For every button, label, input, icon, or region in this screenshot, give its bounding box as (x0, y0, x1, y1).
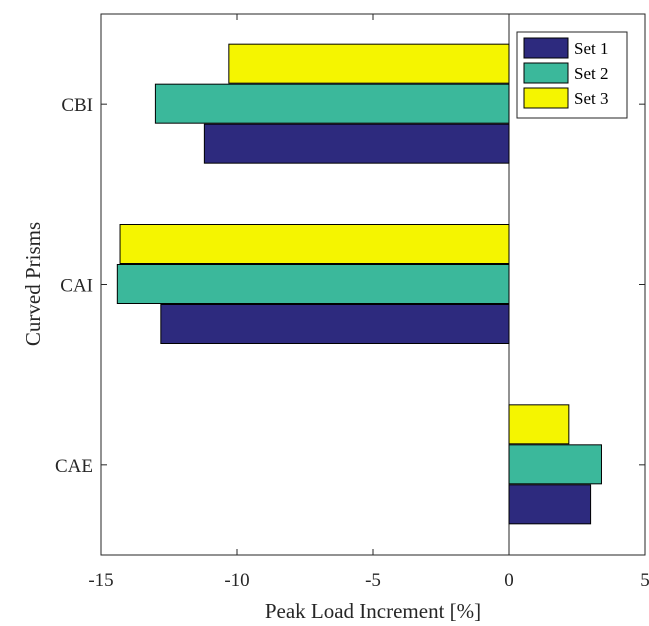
bar-cai-set-3 (119, 224, 510, 264)
y-tick-label-cbi: CBI (61, 95, 93, 116)
bars-layer (116, 43, 602, 525)
bar-cae-set-2 (508, 444, 602, 485)
legend: Set 1 Set 2 Set 3 (516, 31, 628, 119)
legend-label: Set 1 (574, 39, 608, 58)
y-tick-label-cae: CAE (55, 456, 93, 477)
bar-cbi-set-1 (203, 123, 510, 164)
bar-cbi-set-3 (228, 43, 510, 84)
x-tick-label: 0 (504, 570, 514, 591)
bar-cbi-set-2 (154, 83, 510, 124)
x-tick-label: -5 (365, 570, 381, 591)
y-tick-label-cai: CAI (60, 276, 93, 297)
bar-cae-set-3 (508, 404, 570, 445)
y-axis-title: Curved Prisms (21, 222, 45, 346)
x-axis-title: Peak Load Increment [%] (265, 599, 481, 623)
ticks-layer: -15 -10 -5 0 5 CAE CAI CBI (55, 14, 649, 591)
legend-label: Set 3 (574, 89, 608, 108)
bar-cae-set-1 (508, 484, 592, 525)
x-tick-label: -15 (88, 570, 113, 591)
bar-cai-set-1 (160, 304, 510, 344)
legend-swatch-set-2 (523, 62, 569, 84)
x-tick-label: 5 (640, 570, 649, 591)
legend-swatch-set-1 (523, 37, 569, 59)
bar-cai-set-2 (116, 264, 510, 304)
x-tick-label: -10 (224, 570, 249, 591)
legend-label: Set 2 (574, 64, 608, 83)
legend-swatch-set-3 (523, 87, 569, 109)
